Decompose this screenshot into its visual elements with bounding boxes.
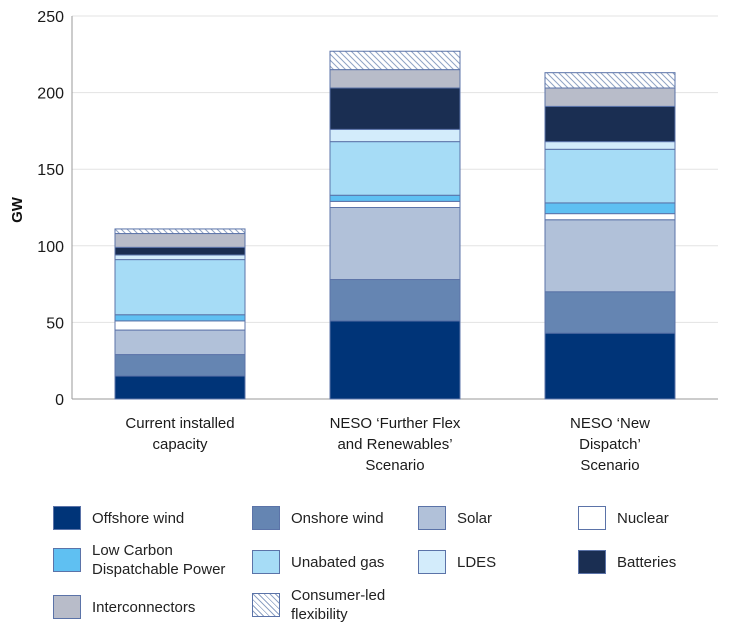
x-category-label-line: Scenario bbox=[580, 457, 639, 474]
bar-segment-nuclear bbox=[329, 200, 461, 208]
bar-segment-offshore-wind bbox=[114, 375, 246, 400]
bar-segment-onshore-wind bbox=[329, 279, 461, 322]
bar-segment-consumer-led-flexibility bbox=[329, 50, 461, 71]
y-tick-label: 50 bbox=[46, 315, 64, 332]
bar-segment-ldes bbox=[544, 141, 676, 150]
bar-segment-interconnectors bbox=[329, 69, 461, 89]
y-tick-label: 250 bbox=[37, 9, 64, 26]
bar-segment-nuclear bbox=[114, 320, 246, 331]
bar-segment-low-carbon-dispatchable-power bbox=[114, 314, 246, 322]
bar-segment-batteries bbox=[544, 105, 676, 143]
x-category-label-line: Dispatch’ bbox=[579, 436, 641, 453]
bar-segment-batteries bbox=[329, 87, 461, 130]
bar-segment-consumer-led-flexibility bbox=[114, 228, 246, 235]
bar-segment-solar bbox=[114, 329, 246, 356]
bar-segment-unabated-gas bbox=[329, 141, 461, 196]
bar-segment-offshore-wind bbox=[329, 320, 461, 400]
bar-segment-offshore-wind bbox=[544, 332, 676, 400]
bar-segment-batteries bbox=[114, 246, 246, 256]
y-axis: 0 50 100 150 200 250 bbox=[37, 9, 73, 409]
x-category-label: Current installed capacity bbox=[125, 415, 234, 453]
x-category-label-line: Current installed bbox=[125, 415, 234, 432]
bar-segment-ldes bbox=[114, 254, 246, 261]
x-axis-labels: Current installed capacity NESO ‘Further F… bbox=[125, 415, 650, 474]
bar-segment-low-carbon-dispatchable-power bbox=[544, 202, 676, 215]
y-tick-label: 0 bbox=[55, 392, 64, 409]
x-category-label-line: Scenario bbox=[365, 457, 424, 474]
x-category-label-line: capacity bbox=[152, 436, 208, 453]
y-tick-label: 150 bbox=[37, 162, 64, 179]
x-category-label-line: NESO ‘Further Flex bbox=[330, 415, 461, 432]
x-category-label-line: and Renewables’ bbox=[337, 436, 452, 453]
bar-segment-solar bbox=[544, 219, 676, 293]
y-tick-label: 200 bbox=[37, 86, 64, 103]
bar-segment-low-carbon-dispatchable-power bbox=[329, 194, 461, 202]
y-axis-label: GW bbox=[9, 196, 26, 223]
bar-segment-unabated-gas bbox=[114, 259, 246, 316]
bar-segment-solar bbox=[329, 207, 461, 281]
bar-segment-interconnectors bbox=[544, 87, 676, 107]
bar-segment-interconnectors bbox=[114, 233, 246, 248]
bar-segment-onshore-wind bbox=[544, 291, 676, 334]
y-tick-label: 100 bbox=[37, 239, 64, 256]
bar-segment-onshore-wind bbox=[114, 354, 246, 377]
x-category-label-line: NESO ‘New bbox=[570, 415, 650, 432]
bar-segment-nuclear bbox=[544, 213, 676, 221]
x-category-label: NESO ‘New Dispatch’ Scenario bbox=[570, 415, 650, 474]
bar-segment-ldes bbox=[329, 128, 461, 143]
x-category-label: NESO ‘Further Flex and Renewables’ Scenari… bbox=[330, 415, 461, 474]
bar-segment-unabated-gas bbox=[544, 148, 676, 204]
bar-segment-consumer-led-flexibility bbox=[544, 72, 676, 89]
bars bbox=[114, 50, 676, 400]
